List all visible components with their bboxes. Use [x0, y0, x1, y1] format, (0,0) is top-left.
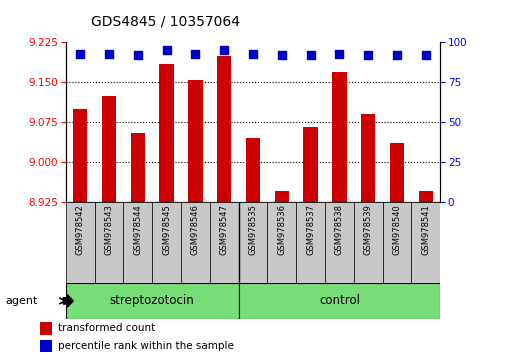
- Text: GSM978535: GSM978535: [248, 204, 257, 255]
- Text: GSM978544: GSM978544: [133, 204, 142, 255]
- Bar: [274, 191, 288, 202]
- Bar: [159, 64, 173, 202]
- Bar: [210, 202, 238, 283]
- Text: streptozotocin: streptozotocin: [110, 295, 194, 307]
- Point: [306, 52, 314, 58]
- Bar: [66, 202, 94, 283]
- Bar: [102, 96, 116, 202]
- Point: [392, 52, 400, 58]
- Point: [76, 51, 84, 56]
- Text: agent: agent: [5, 296, 37, 306]
- Bar: [353, 202, 382, 283]
- Text: transformed count: transformed count: [58, 323, 155, 333]
- Text: GSM978543: GSM978543: [104, 204, 113, 255]
- Bar: [389, 143, 403, 202]
- Bar: [217, 56, 231, 202]
- Text: percentile rank within the sample: percentile rank within the sample: [58, 341, 234, 351]
- Bar: [123, 202, 152, 283]
- Point: [133, 52, 141, 58]
- Point: [191, 51, 199, 56]
- Bar: [238, 283, 439, 319]
- Point: [364, 52, 372, 58]
- Bar: [360, 114, 375, 202]
- Bar: [303, 127, 317, 202]
- Bar: [130, 133, 145, 202]
- Bar: [94, 202, 123, 283]
- Point: [421, 52, 429, 58]
- Bar: [181, 202, 210, 283]
- Text: GSM978545: GSM978545: [162, 204, 171, 255]
- Bar: [411, 202, 439, 283]
- Text: GSM978540: GSM978540: [392, 204, 401, 255]
- Bar: [40, 340, 52, 352]
- Bar: [332, 72, 346, 202]
- Text: GSM978536: GSM978536: [277, 204, 286, 255]
- Point: [105, 51, 113, 56]
- Bar: [245, 138, 260, 202]
- Text: GSM978538: GSM978538: [334, 204, 343, 255]
- Text: GSM978546: GSM978546: [190, 204, 199, 255]
- Bar: [382, 202, 411, 283]
- Bar: [40, 322, 52, 335]
- Point: [277, 52, 285, 58]
- Text: GSM978541: GSM978541: [421, 204, 429, 255]
- Text: GDS4845 / 10357064: GDS4845 / 10357064: [91, 14, 239, 28]
- Text: GSM978547: GSM978547: [219, 204, 228, 255]
- Text: control: control: [318, 295, 359, 307]
- Bar: [73, 109, 87, 202]
- Point: [162, 47, 170, 53]
- Bar: [238, 202, 267, 283]
- Bar: [324, 202, 353, 283]
- Bar: [295, 202, 324, 283]
- Point: [335, 51, 343, 56]
- Point: [220, 47, 228, 53]
- Bar: [152, 202, 181, 283]
- Point: [248, 51, 257, 56]
- Bar: [418, 191, 432, 202]
- Bar: [267, 202, 295, 283]
- Bar: [188, 80, 202, 202]
- Text: GSM978539: GSM978539: [363, 204, 372, 255]
- Text: GSM978537: GSM978537: [306, 204, 315, 255]
- Bar: [66, 283, 238, 319]
- Text: GSM978542: GSM978542: [76, 204, 84, 255]
